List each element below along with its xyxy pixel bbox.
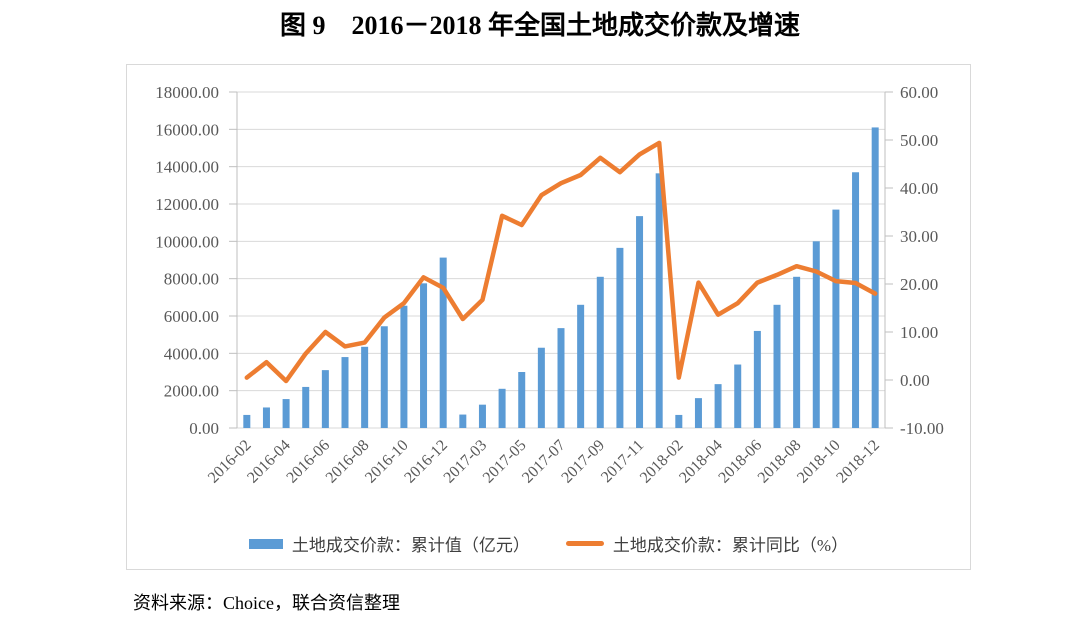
bar-2016-03	[262, 407, 270, 428]
right-axis-label: 40.00	[900, 179, 938, 198]
left-axis-label: 6000.00	[164, 307, 219, 326]
chart-title: 图 9 2016－2018 年全国土地成交价款及增速	[279, 11, 800, 40]
left-axis-label: 10000.00	[155, 232, 219, 251]
x-axis-label-2016-02: 2016-02	[205, 437, 255, 487]
x-axis-label-2016-12: 2016-12	[401, 437, 451, 487]
x-axis-label-2016-08: 2016-08	[323, 437, 373, 487]
bar-series-swatch	[248, 538, 283, 549]
legend-label-bar-series: 土地成交价款：累计值（亿元）	[291, 536, 530, 555]
x-axis-label-2018-04: 2018-04	[676, 437, 726, 487]
bar-2018-04	[714, 384, 722, 428]
bar-2017-08	[577, 304, 585, 428]
x-axis-label-2017-05: 2017-05	[480, 437, 530, 487]
bar-2017-05	[518, 372, 526, 428]
bar-2016-10	[400, 305, 408, 428]
bar-2017-11	[636, 216, 644, 428]
bar-2016-04	[282, 399, 290, 428]
bar-2018-05	[734, 364, 742, 428]
bar-2016-12	[439, 257, 447, 428]
bar-2018-09	[812, 241, 820, 428]
left-axis-label: 2000.00	[164, 382, 219, 401]
bar-2016-11	[420, 283, 428, 428]
source-note: 资料来源：Choice，联合资信整理	[133, 593, 400, 613]
right-axis-label: 20.00	[900, 275, 938, 294]
right-axis-label: 30.00	[900, 227, 938, 246]
bar-2016-05	[302, 386, 310, 428]
right-axis-label: 50.00	[900, 131, 938, 150]
right-axis-label: 60.00	[900, 83, 938, 102]
combo-chart-canvas: 0.00 2000.00 4000.00 6000.00 8000.00 10000.00…	[155, 83, 944, 487]
bar-2017-04	[498, 388, 506, 428]
x-axis-label-2016-04: 2016-04	[244, 437, 294, 487]
x-axis-label-2016-10: 2016-10	[362, 437, 412, 487]
bar-2016-08	[361, 346, 369, 428]
x-axis-label-2017-09: 2017-09	[558, 437, 608, 487]
axis-labels: 0.00 2000.00 4000.00 6000.00 8000.00 10000.00…	[155, 83, 944, 438]
legend-item-bar-series: 土地成交价款：累计值（亿元）	[248, 531, 530, 556]
left-axis-label: 18000.00	[155, 83, 219, 102]
bar-series	[243, 127, 879, 429]
right-axis-label: 0.00	[900, 371, 930, 390]
bar-2018-12	[871, 127, 879, 429]
bar-2016-02	[243, 414, 251, 428]
left-axis-label: 14000.00	[155, 158, 219, 177]
bar-2018-02	[675, 414, 683, 428]
bar-2018-07	[773, 304, 781, 428]
bar-2018-03	[694, 398, 702, 428]
left-axis-label: 16000.00	[155, 120, 219, 139]
x-axis-label-2018-06: 2018-06	[715, 437, 765, 487]
right-axis-label: 10.00	[900, 323, 938, 342]
line-series-swatch	[565, 541, 604, 546]
growth-line-series	[244, 140, 878, 384]
bar-2017-09	[596, 276, 604, 428]
bar-2018-11	[852, 172, 860, 428]
bar-2018-08	[793, 276, 801, 428]
bar-2016-09	[380, 326, 388, 428]
x-axis-label-2018-12: 2018-12	[833, 437, 883, 487]
x-axis-labels: 2016-022016-042016-062016-082016-102016-…	[205, 437, 883, 487]
left-axis-label: 8000.00	[164, 270, 219, 289]
bar-2016-07	[341, 357, 349, 428]
x-axis-label-2018-10: 2018-10	[794, 437, 844, 487]
x-axis-label-2018-02: 2018-02	[637, 437, 687, 487]
x-axis-label-2017-07: 2017-07	[519, 437, 569, 487]
left-axis-label: 12000.00	[155, 195, 219, 214]
left-axis-label: 0.00	[189, 419, 219, 438]
bar-2017-03	[478, 404, 486, 428]
legend-label-line-series: 土地成交价款：累计同比（%）	[612, 536, 849, 555]
bar-2018-10	[832, 209, 840, 428]
bar-2016-06	[321, 370, 329, 428]
bar-2017-07	[557, 328, 565, 428]
x-axis-label-2016-06: 2016-06	[283, 437, 333, 487]
left-axis-label: 4000.00	[164, 344, 219, 363]
bar-2017-10	[616, 247, 624, 428]
bar-2018-06	[753, 330, 761, 428]
right-axis-label: -10.00	[900, 419, 944, 438]
chart-legend: 土地成交价款：累计值（亿元） 土地成交价款：累计同比（%）	[127, 531, 970, 556]
legend-item-line-series: 土地成交价款：累计同比（%）	[565, 531, 849, 556]
bar-2017-12	[655, 173, 663, 428]
bar-2017-06	[537, 347, 545, 428]
x-axis-label-2018-08: 2018-08	[755, 437, 805, 487]
bar-2017-02	[459, 414, 467, 428]
x-axis-label-2017-03: 2017-03	[441, 437, 491, 487]
chart-frame: 0.00 2000.00 4000.00 6000.00 8000.00 10000.00…	[126, 64, 971, 570]
